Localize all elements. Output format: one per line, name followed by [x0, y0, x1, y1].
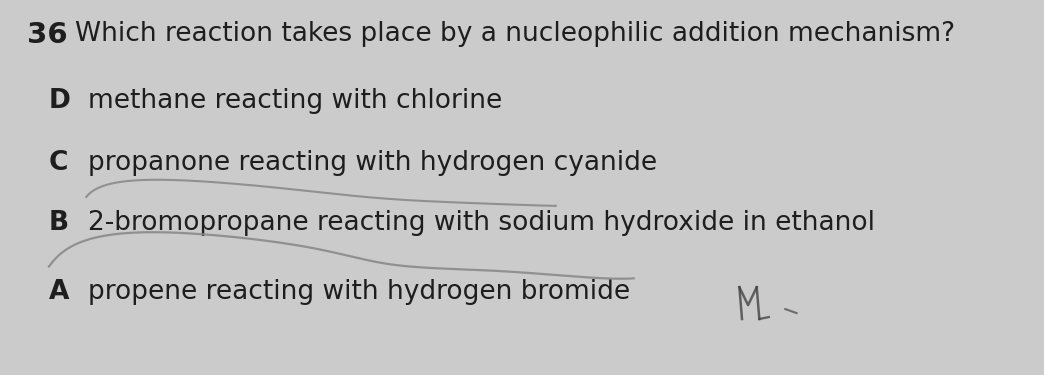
Text: propanone reacting with hydrogen cyanide: propanone reacting with hydrogen cyanide	[88, 150, 657, 176]
Text: A: A	[49, 279, 69, 305]
Text: 2-bromopropane reacting with sodium hydroxide in ethanol: 2-bromopropane reacting with sodium hydr…	[88, 210, 875, 236]
Text: D: D	[49, 88, 71, 114]
Text: 36: 36	[27, 21, 68, 49]
Text: B: B	[49, 210, 69, 236]
Text: methane reacting with chlorine: methane reacting with chlorine	[88, 88, 502, 114]
Text: propene reacting with hydrogen bromide: propene reacting with hydrogen bromide	[88, 279, 631, 305]
Text: C: C	[49, 150, 69, 176]
Text: Which reaction takes place by a nucleophilic addition mechanism?: Which reaction takes place by a nucleoph…	[75, 21, 955, 47]
